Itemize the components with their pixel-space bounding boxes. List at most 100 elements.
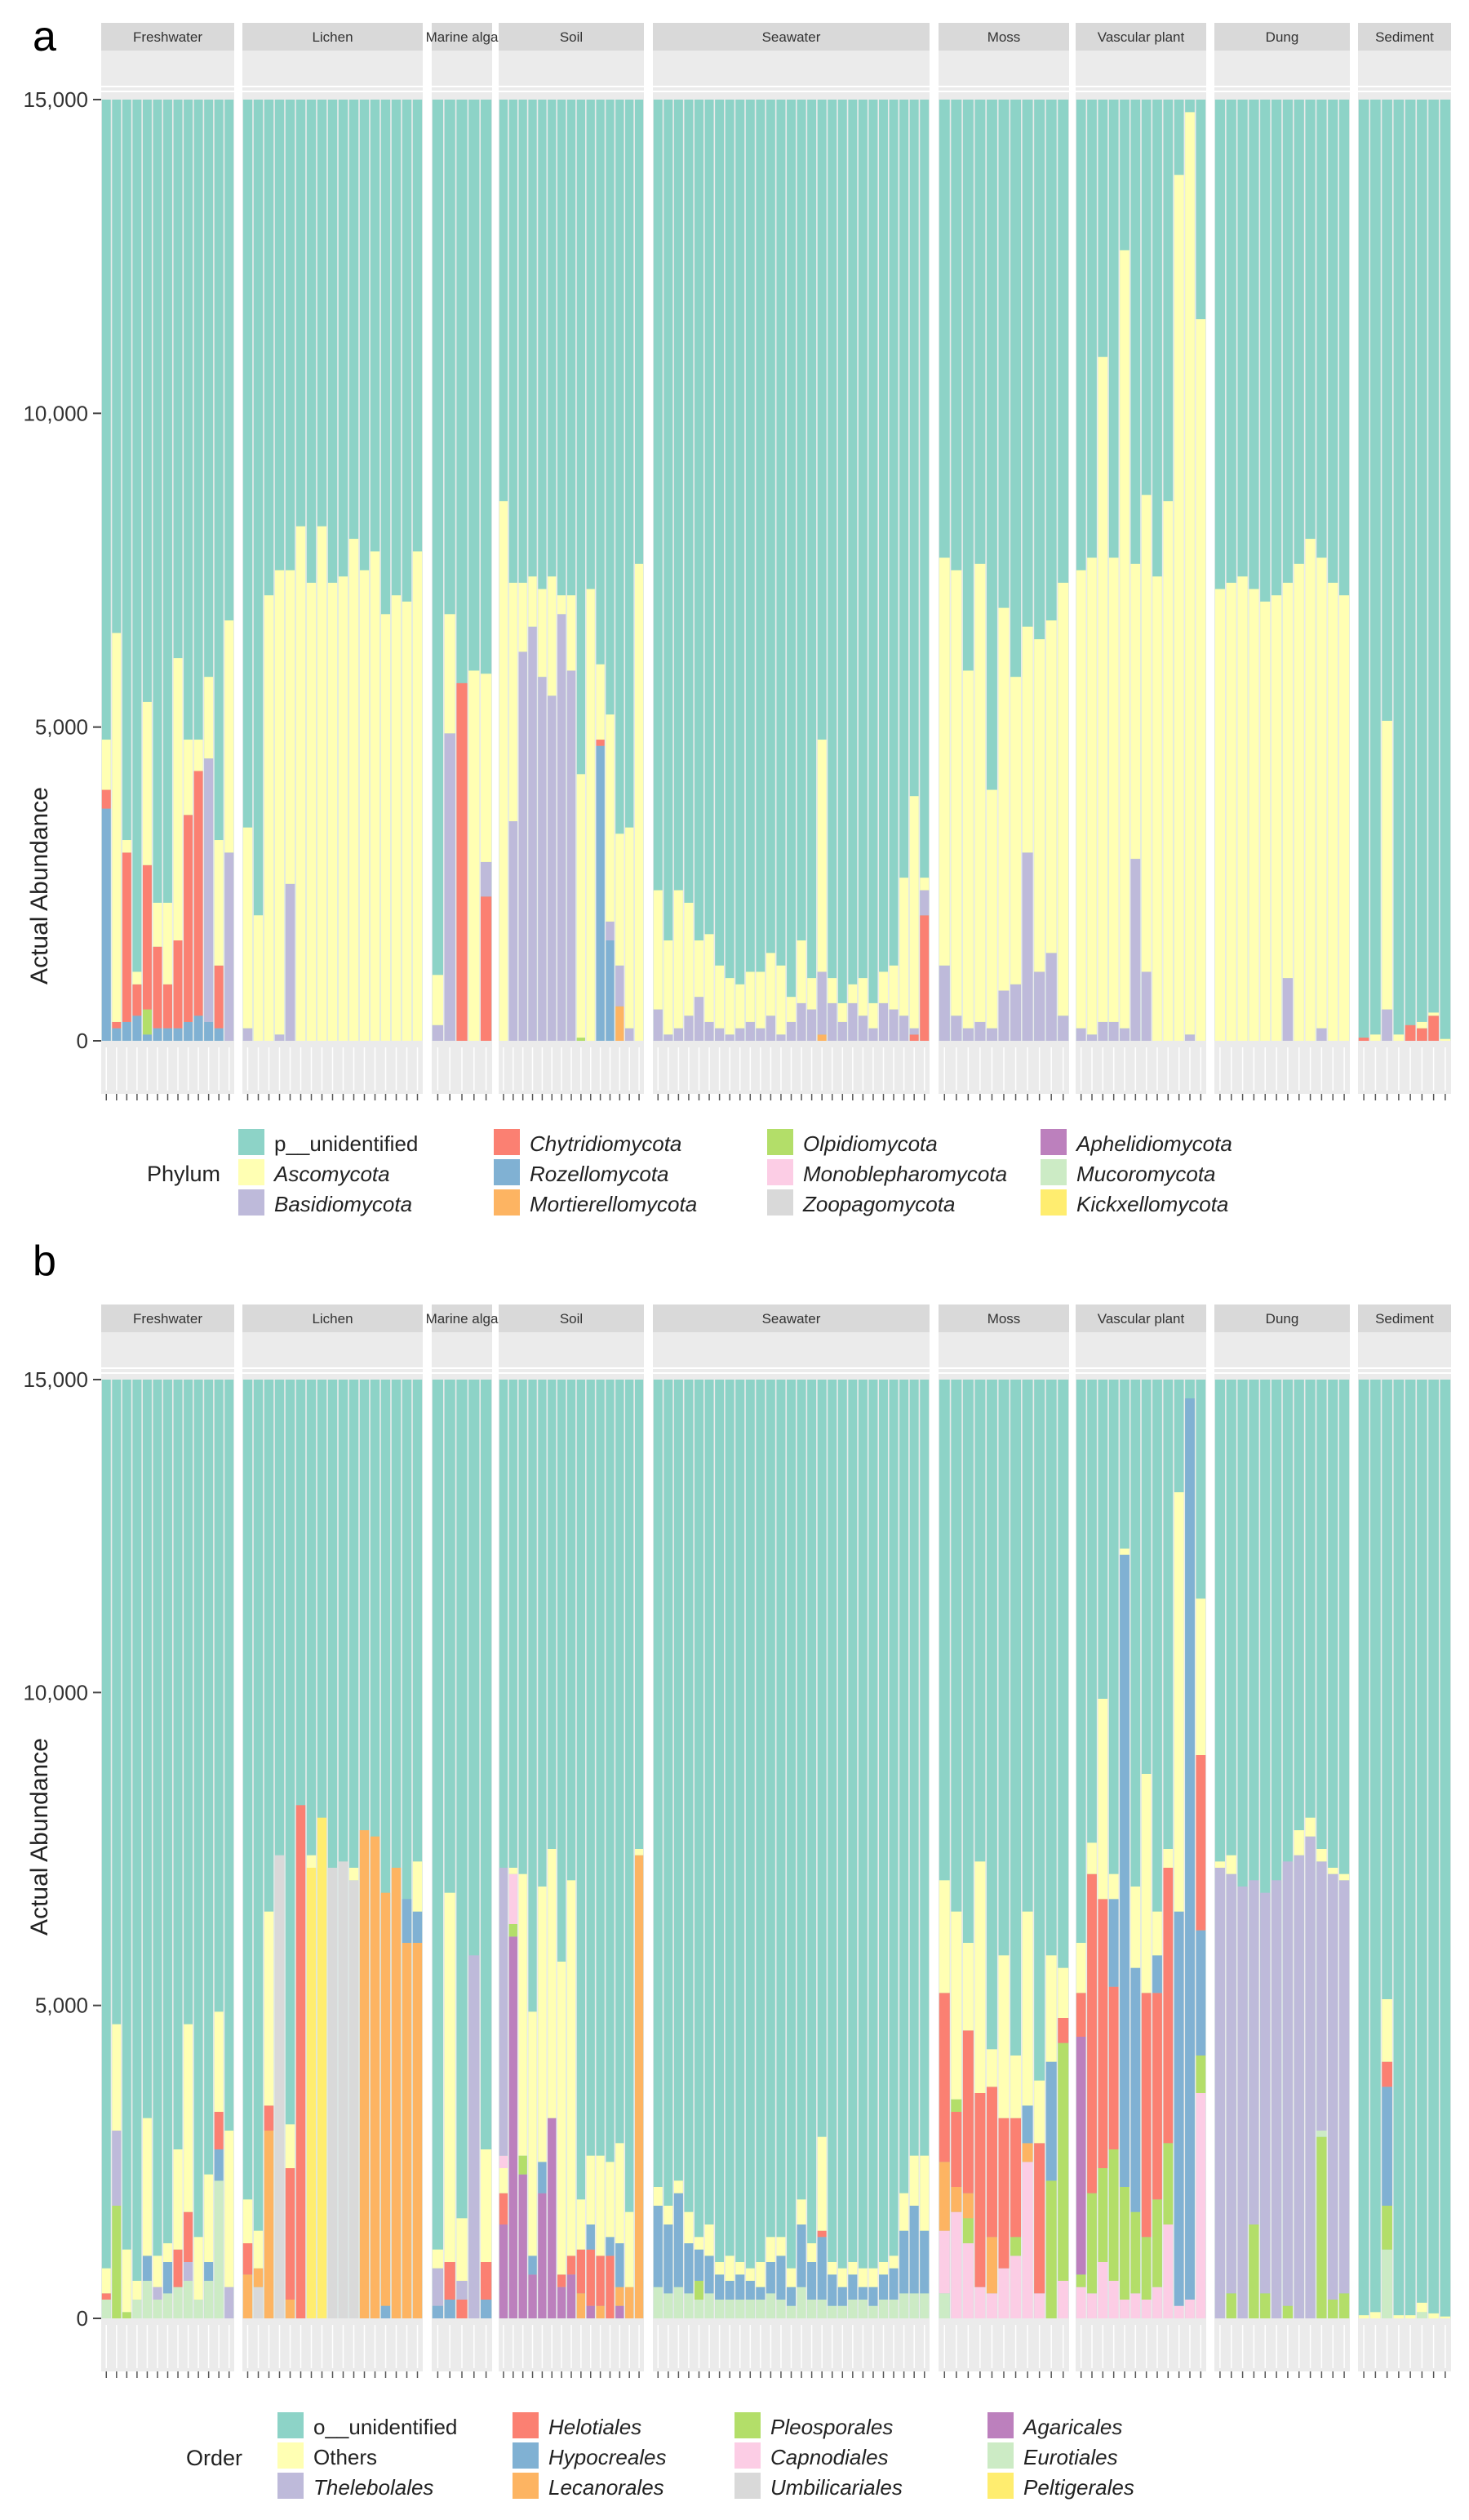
- bar-segment-thelebolales: [224, 2287, 234, 2318]
- sample-bar: [1214, 1380, 1226, 2378]
- sample-bar: [508, 100, 517, 1100]
- bar-segment-others: [1120, 1549, 1129, 1555]
- sample-bar: [1417, 100, 1427, 1100]
- bar-segment-helotiales: [1152, 1993, 1162, 2200]
- bar-segment-unidentified: [596, 1380, 605, 2318]
- sample-bar: [920, 1380, 930, 2378]
- bar-segment-ascomycota: [909, 796, 919, 1029]
- facet-title: Seawater: [762, 29, 821, 45]
- sample-bar: [1305, 1380, 1316, 2378]
- bar-segment-ascomycota: [528, 576, 537, 627]
- bar-segment-pleosporales: [1120, 2187, 1129, 2300]
- bar-segment-basidiomycota: [797, 1002, 806, 1041]
- bar-segment-pleosporales: [1087, 2193, 1097, 2294]
- bar-segment-eurotiales: [1382, 2249, 1392, 2318]
- bar-segment-ascomycota: [1120, 250, 1129, 1029]
- bar-segment-ascomycota: [285, 570, 295, 884]
- sample-bar: [1328, 1380, 1338, 2378]
- bar-segment-unidentified: [1393, 100, 1405, 1041]
- bar-segment-thelebolales: [468, 1955, 480, 2318]
- bar-segment-unidentified: [306, 1380, 317, 2318]
- bar-segment-thelebolales: [1237, 1887, 1248, 2318]
- bar-segment-unidentified: [858, 1380, 868, 2318]
- bar-segment-unidentified: [868, 100, 878, 1041]
- bar-segment-ascomycota: [625, 827, 634, 1029]
- bar-segment-unidentified: [766, 1380, 775, 2318]
- bar-segment-unidentified: [412, 1380, 423, 2318]
- axis-break-band: [939, 1358, 1069, 1375]
- bar-segment-hypocreales: [481, 2300, 492, 2318]
- sample-bar: [715, 100, 725, 1100]
- panel-label: a: [33, 13, 56, 60]
- bar-segment-hypocreales: [586, 2224, 595, 2250]
- bar-segment-unidentified: [1428, 100, 1439, 1041]
- sample-bar: [1130, 100, 1141, 1100]
- bar-segment-ascomycota: [837, 1002, 847, 1022]
- sample-bar: [380, 100, 391, 1100]
- facet-bottom-band: [1076, 1042, 1206, 1094]
- sample-bar: [193, 100, 203, 1100]
- sample-bar: [962, 1380, 974, 2378]
- sample-bar: [879, 1380, 888, 2378]
- sample-bar: [1108, 100, 1119, 1100]
- bar-segment-ascomycota: [920, 878, 930, 891]
- bar-segment-unidentified: [715, 1380, 725, 2318]
- bar-segment-hypocreales: [807, 2262, 817, 2300]
- bar-segment-umbilicariales: [338, 1861, 348, 2318]
- facet-background: [1076, 51, 1206, 1094]
- bar-segment-eurotiales: [695, 2300, 703, 2318]
- sample-bar: [1087, 1380, 1097, 2378]
- bar-segment-unidentified: [1417, 1380, 1427, 2318]
- bar-segment-ascomycota: [338, 576, 348, 1041]
- bar-segment-basidiomycota: [673, 1028, 683, 1041]
- bar-segment-capnodiales: [951, 2211, 962, 2318]
- bar-segment-basidiomycota: [837, 1021, 847, 1041]
- bar-segment-unidentified: [787, 1380, 796, 2318]
- sample-bar: [1237, 1380, 1248, 2378]
- sample-bar: [1328, 100, 1338, 1100]
- sample-bar: [566, 1380, 576, 2378]
- facet-bottom-band: [1214, 2320, 1350, 2371]
- bar-segment-capnodiales: [508, 1873, 517, 1924]
- bar-segment-unidentified: [797, 1380, 806, 2318]
- sample-bar: [1237, 100, 1248, 1100]
- bar-segment-hypocreales: [695, 2249, 703, 2281]
- bar-segment-rozellomycota: [204, 1021, 214, 1041]
- sample-bar: [704, 100, 714, 1100]
- legend-key: [277, 2442, 304, 2469]
- bar-segment-eurotiales: [787, 2305, 796, 2318]
- bar-segment-ascomycota: [193, 740, 203, 771]
- bar-segment-ascomycota: [962, 670, 974, 1029]
- bar-segment-ascomycota: [899, 878, 909, 1016]
- bar-segment-others: [1098, 1699, 1108, 1900]
- bar-segment-basidiomycota: [909, 1028, 919, 1035]
- bar-segment-others: [807, 2243, 817, 2262]
- bar-segment-basidiomycota: [745, 1021, 755, 1041]
- bar-segment-unidentified: [625, 100, 634, 1041]
- bar-segment-unidentified: [725, 100, 734, 1041]
- sample-bar: [557, 100, 566, 1100]
- bar-segment-others: [528, 2011, 537, 2256]
- axis-break-band: [101, 1358, 234, 1375]
- sample-bar: [264, 1380, 274, 2378]
- sample-bar: [745, 1380, 755, 2378]
- sample-bar: [837, 100, 847, 1100]
- sample-bar: [1382, 1380, 1392, 2378]
- sample-bar: [1034, 100, 1045, 1100]
- bar-segment-hypocreales: [776, 2256, 786, 2300]
- sample-bar: [735, 1380, 745, 2378]
- bar-segment-unidentified: [909, 100, 919, 1041]
- bar-segment-others: [112, 2024, 122, 2131]
- legend-label: Umbilicariales: [770, 2475, 903, 2500]
- bar-segment-lecanorales: [576, 2293, 585, 2318]
- bar-segment-ascomycota: [1152, 576, 1162, 1041]
- sample-bar: [1370, 1380, 1381, 2378]
- bar-segment-unidentified: [432, 100, 443, 1041]
- bar-segment-hypocreales: [920, 2230, 930, 2294]
- bar-segment-lecanorales: [370, 1836, 380, 2318]
- sample-bar: [1022, 1380, 1033, 2378]
- facet-title: Soil: [560, 1311, 583, 1327]
- bar-segment-ascomycota: [756, 971, 766, 1029]
- bar-segment-unidentified: [1076, 1380, 1086, 2318]
- facet-strip: [1214, 1304, 1350, 1332]
